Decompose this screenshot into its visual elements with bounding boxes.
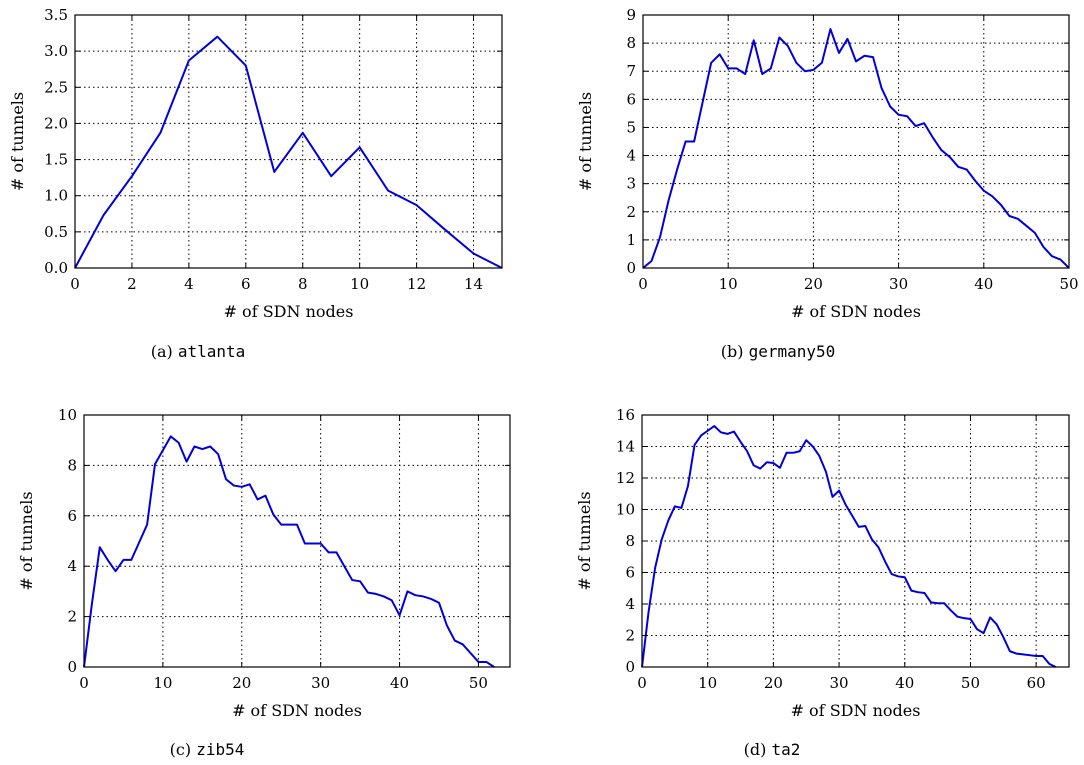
panel-zib54: 0 10 20 30 40 50 0 2 4 6 8 10 # of SDN nodes # of tun…	[17, 406, 511, 759]
y-tick-label: 4	[67, 557, 77, 575]
x-tick-label: 12	[407, 275, 426, 293]
x-tick-label: 40	[974, 275, 993, 293]
y-tick-label: 0	[67, 658, 77, 676]
caption-letter: (b)	[721, 342, 744, 361]
y-tick-label: 9	[626, 6, 636, 24]
y-axis-label: # of tunnels	[17, 491, 36, 590]
x-tick-label: 20	[804, 275, 823, 293]
panel-ta2: 0 10 20 30 40 50 60 0 2 4 6 8 10 12 14 16 # of SDN nodes…	[575, 406, 1070, 759]
caption-letter: (a)	[151, 342, 173, 361]
panel-caption: (a) atlanta	[151, 342, 246, 361]
x-tick-label: 6	[241, 275, 251, 293]
panel-atlanta: 0 2 4 6 8 10 12 14 0.0 0.5 1.0 1.5 2.0 2.5 3.0 3.5 # of …	[8, 6, 503, 361]
y-tick-label: 2.0	[44, 114, 68, 132]
y-axis-label: # of tunnels	[576, 92, 595, 191]
x-tick-label: 0	[637, 674, 647, 692]
y-tick-label: 6	[67, 507, 77, 525]
y-tick-label: 6	[625, 564, 635, 582]
y-tick-label: 3.5	[44, 6, 68, 24]
x-axis-label: # of SDN nodes	[232, 701, 362, 720]
x-tick-label: 10	[153, 674, 172, 692]
y-tick-label: 12	[616, 469, 635, 487]
series-line	[641, 425, 1057, 668]
plot-frame	[83, 414, 511, 668]
x-tick-label: 60	[1027, 674, 1046, 692]
plot-frame	[642, 14, 1070, 269]
y-tick-label: 16	[616, 406, 635, 424]
y-axis-label: # of tunnels	[575, 491, 594, 590]
y-tick-label: 2	[626, 203, 636, 221]
x-axis-label: # of SDN nodes	[791, 302, 921, 321]
caption-name: atlanta	[178, 342, 245, 361]
y-tick-label: 2.5	[44, 78, 68, 96]
x-tick-label: 30	[830, 674, 849, 692]
x-tick-label: 20	[764, 674, 783, 692]
y-tick-label: 8	[625, 532, 635, 550]
panel-germany50: 0 10 20 30 40 50 0 1 2 3 4 5 6 7 8 9 # of SDN nodes # of …	[576, 6, 1079, 361]
x-tick-label: 14	[464, 275, 483, 293]
caption-name: zib54	[196, 740, 244, 759]
series-line	[83, 435, 495, 668]
y-tick-label: 6	[626, 90, 636, 108]
y-tick-label: 4	[626, 147, 636, 165]
plot-frame	[74, 14, 503, 269]
y-tick-label: 8	[626, 34, 636, 52]
y-tick-label: 5	[626, 118, 636, 136]
x-tick-label: 2	[127, 275, 137, 293]
y-tick-label: 3	[626, 175, 636, 193]
y-tick-label: 1.0	[44, 187, 68, 205]
y-tick-label: 0.0	[44, 259, 68, 277]
y-tick-label: 2	[625, 627, 635, 645]
y-axis-label: # of tunnels	[8, 92, 27, 191]
x-tick-label: 0	[70, 275, 80, 293]
x-tick-label: 50	[469, 674, 488, 692]
x-tick-label: 0	[638, 275, 648, 293]
x-tick-label: 40	[390, 674, 409, 692]
x-tick-label: 4	[184, 275, 194, 293]
y-tick-label: 14	[616, 438, 635, 456]
y-tick-label: 1.5	[44, 151, 68, 169]
caption-letter: (c)	[170, 740, 191, 759]
y-tick-label: 7	[626, 62, 636, 80]
y-tick-label: 1	[626, 231, 636, 249]
series-line	[642, 28, 1070, 269]
x-tick-label: 50	[1059, 275, 1078, 293]
caption-name: ta2	[771, 740, 800, 759]
y-tick-label: 10	[58, 406, 77, 424]
panel-caption: (d) ta2	[744, 740, 801, 759]
x-tick-label: 40	[895, 674, 914, 692]
caption-letter: (d)	[744, 740, 767, 759]
y-tick-label: 0.5	[44, 223, 68, 241]
x-axis-label: # of SDN nodes	[224, 302, 354, 321]
x-tick-label: 10	[350, 275, 369, 293]
x-tick-label: 0	[79, 674, 89, 692]
x-axis-label: # of SDN nodes	[791, 701, 921, 720]
x-tick-label: 30	[889, 275, 908, 293]
caption-name: germany50	[749, 342, 836, 361]
y-tick-label: 10	[616, 501, 635, 519]
y-tick-label: 4	[625, 595, 635, 613]
panel-caption: (c) zib54	[170, 740, 245, 759]
y-tick-label: 2	[67, 608, 77, 626]
x-tick-label: 10	[698, 674, 717, 692]
x-tick-label: 50	[961, 674, 980, 692]
x-tick-label: 10	[719, 275, 738, 293]
y-tick-label: 3.0	[44, 42, 68, 60]
x-tick-label: 30	[311, 674, 330, 692]
series-line	[74, 35, 503, 269]
y-tick-label: 0	[626, 259, 636, 277]
x-tick-label: 20	[232, 674, 251, 692]
y-tick-label: 0	[625, 658, 635, 676]
panel-caption: (b) germany50	[721, 342, 836, 361]
y-tick-label: 8	[67, 456, 77, 474]
x-tick-label: 8	[298, 275, 308, 293]
